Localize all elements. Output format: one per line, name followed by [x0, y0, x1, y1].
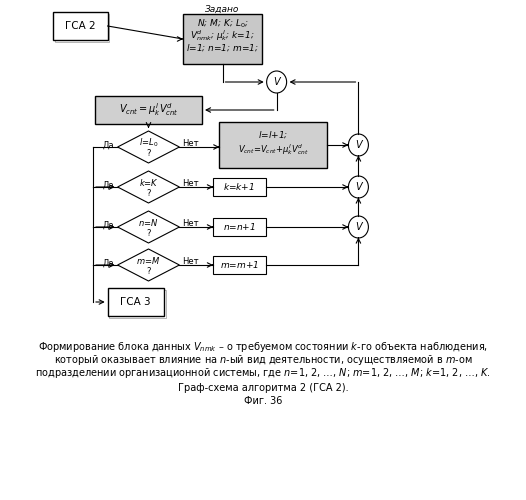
Text: Фиг. 36: Фиг. 36: [244, 396, 282, 406]
Text: $N$; $M$; $K$; $L_0$;: $N$; $M$; $K$; $L_0$;: [197, 18, 248, 30]
Text: Да: Да: [103, 220, 114, 230]
Text: Да: Да: [103, 258, 114, 268]
Text: V: V: [355, 222, 362, 232]
Text: который оказывает влияние на $n$-ый вид деятельности, осуществляемой в $m$-ом: который оказывает влияние на $n$-ый вид …: [54, 353, 472, 367]
Text: ?: ?: [146, 267, 151, 276]
Text: Нет: Нет: [182, 218, 199, 228]
Text: ГСА 2: ГСА 2: [65, 21, 96, 31]
Circle shape: [348, 176, 368, 198]
Text: Нет: Нет: [182, 256, 199, 266]
Text: Граф-схема алгоритма 2 (ГСА 2).: Граф-схема алгоритма 2 (ГСА 2).: [178, 383, 348, 393]
Polygon shape: [118, 211, 179, 243]
Text: Да: Да: [103, 180, 114, 190]
Text: ГСА 3: ГСА 3: [120, 297, 151, 307]
Text: $l$=$L_0$: $l$=$L_0$: [139, 136, 158, 149]
FancyBboxPatch shape: [213, 218, 266, 236]
Text: Да: Да: [103, 140, 114, 149]
Text: $l$=1; $n$=1; $m$=1;: $l$=1; $n$=1; $m$=1;: [186, 42, 259, 54]
Text: $n$=$N$: $n$=$N$: [138, 218, 159, 228]
FancyBboxPatch shape: [219, 122, 327, 168]
Text: V: V: [274, 77, 280, 87]
Text: Задано: Задано: [205, 4, 239, 14]
Text: V: V: [355, 140, 362, 150]
Text: $m$=$M$: $m$=$M$: [136, 256, 160, 266]
Text: V: V: [355, 182, 362, 192]
Text: $V_{cnt}=\mu^l_k V^d_{cnt}$: $V_{cnt}=\mu^l_k V^d_{cnt}$: [119, 102, 178, 118]
Text: ?: ?: [146, 189, 151, 198]
FancyBboxPatch shape: [213, 256, 266, 274]
Text: $n$=$n$+1: $n$=$n$+1: [223, 222, 256, 232]
FancyBboxPatch shape: [108, 288, 164, 316]
FancyBboxPatch shape: [95, 96, 202, 124]
Text: $k$=$k$+1: $k$=$k$+1: [224, 182, 255, 192]
Text: ?: ?: [146, 149, 151, 158]
Text: ?: ?: [146, 229, 151, 238]
Polygon shape: [118, 249, 179, 281]
Text: $V^d_{nmk}$; $\mu^l_k$; $k$=1;: $V^d_{nmk}$; $\mu^l_k$; $k$=1;: [190, 28, 255, 44]
Polygon shape: [118, 131, 179, 163]
Text: $l$=$l$+1;: $l$=$l$+1;: [258, 130, 288, 140]
Text: $k$=$K$: $k$=$K$: [138, 178, 158, 188]
Text: $V_{cnt}$=$V_{cnt}$+$\mu^l_k V^d_{cnt}$: $V_{cnt}$=$V_{cnt}$+$\mu^l_k V^d_{cnt}$: [238, 142, 308, 158]
Text: Нет: Нет: [182, 138, 199, 147]
FancyBboxPatch shape: [213, 178, 266, 196]
Text: Нет: Нет: [182, 178, 199, 188]
FancyBboxPatch shape: [53, 12, 108, 40]
Text: $m$=$m$+1: $m$=$m$+1: [220, 260, 259, 270]
FancyBboxPatch shape: [55, 14, 109, 42]
Text: подразделении организационной системы, где $n$=1, 2, …, $N$; $m$=1, 2, …, $M$; $: подразделении организационной системы, г…: [35, 366, 491, 380]
Circle shape: [348, 216, 368, 238]
FancyBboxPatch shape: [183, 14, 262, 64]
Text: Формирование блока данных $V_{nmk}$ – о требуемом состоянии $k$-го объекта наблю: Формирование блока данных $V_{nmk}$ – о …: [38, 340, 488, 354]
Circle shape: [348, 134, 368, 156]
FancyBboxPatch shape: [109, 290, 166, 318]
Polygon shape: [118, 171, 179, 203]
Circle shape: [267, 71, 287, 93]
